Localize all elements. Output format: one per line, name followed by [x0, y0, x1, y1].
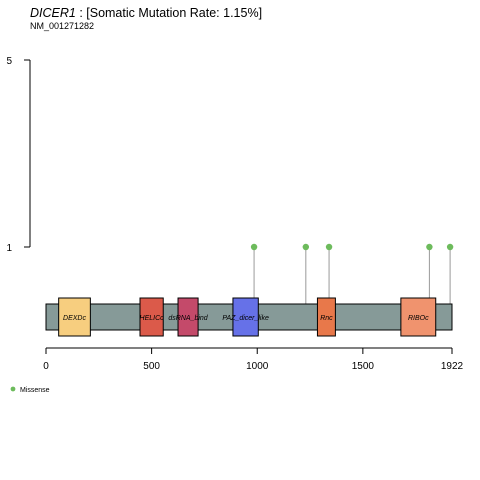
domain-label-riboc: RIBOc: [408, 315, 429, 322]
mutation-point-1230: [302, 243, 310, 251]
domain-label-rnc: Rnc: [320, 315, 333, 322]
domain-label-dexdc: DEXDc: [63, 315, 86, 322]
y-tick-label-1: 1: [6, 243, 12, 254]
mutation-rate-text: : [Somatic Mutation Rate: 1.15%]: [75, 6, 263, 20]
mutation-point-1340: [325, 243, 333, 251]
domain-dexdc: [58, 297, 91, 337]
legend-marker-missense: [10, 386, 16, 392]
mutation-point-985: [250, 243, 258, 251]
domain-paz-dicer-like: [232, 297, 259, 337]
domain-riboc: [400, 297, 437, 337]
domain-helicc: [139, 297, 164, 337]
chart-title: DICER1 : [Somatic Mutation Rate: 1.15%]: [30, 6, 262, 20]
domain-dsrna-bind: [177, 297, 199, 337]
domain-label-helicc: HELICc: [140, 315, 165, 322]
legend-label-missense: Missense: [20, 387, 50, 394]
x-tick-label-0: 0: [43, 361, 49, 372]
gene-name: DICER1: [30, 6, 76, 20]
x-tick-label-1500: 1500: [352, 361, 375, 372]
mutation-point-1913: [446, 243, 454, 251]
y-tick-label-5: 5: [6, 56, 12, 67]
domain-rnc: [316, 297, 336, 337]
x-tick-label-500: 500: [143, 361, 160, 372]
x-tick-label-1922: 1922: [441, 361, 464, 372]
domain-label-dsrna-bind: dsRNA_bind: [168, 315, 208, 322]
transcript-id: NM_001271282: [30, 21, 95, 31]
mutation-point-1815: [426, 243, 433, 251]
domain-label-paz-dicer-like: PAZ_dicer_like: [222, 315, 269, 322]
x-tick-label-1000: 1000: [246, 361, 269, 372]
